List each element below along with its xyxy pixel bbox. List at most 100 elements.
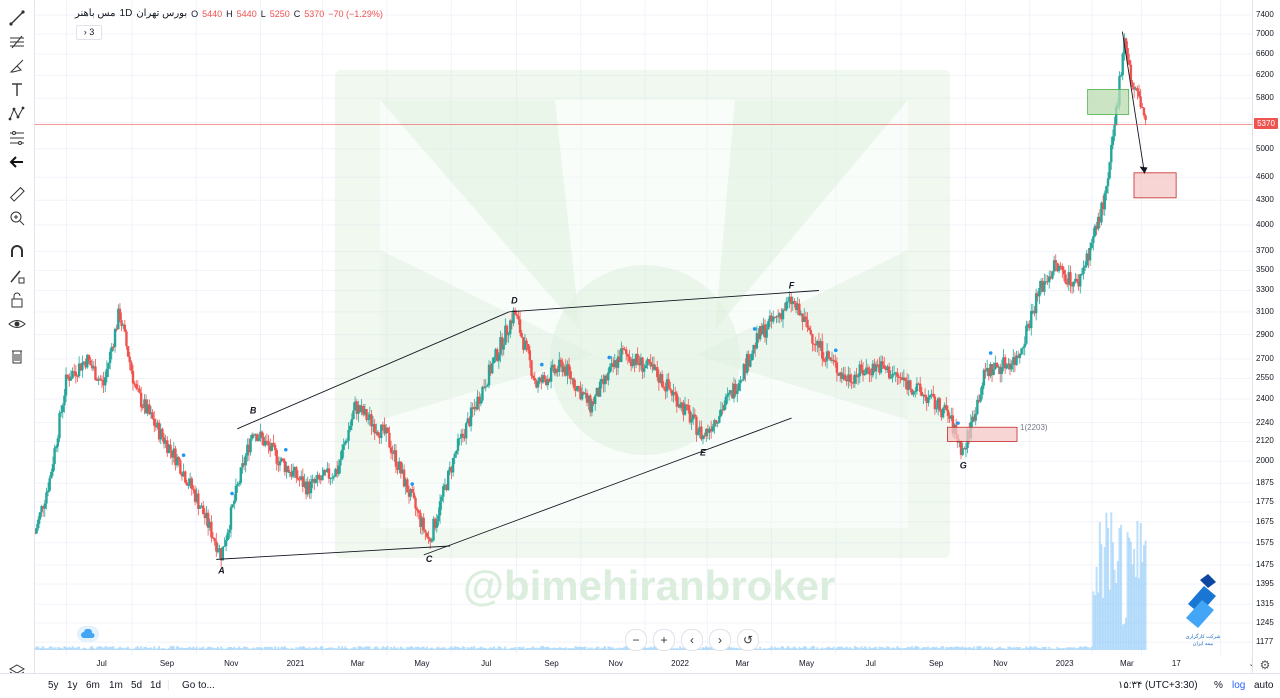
volume-bar bbox=[612, 647, 615, 650]
time-axis[interactable]: Jul Sep Nov 2021 Mar May Jul Sep Nov 2022 Mar May Ju… bbox=[70, 655, 1280, 673]
range-5d[interactable]: 5d bbox=[131, 680, 143, 691]
candle bbox=[1030, 303, 1033, 336]
trend-line-icon[interactable] bbox=[5, 6, 29, 30]
range-1m[interactable]: 1m bbox=[109, 680, 123, 691]
candle bbox=[791, 296, 795, 311]
auto-toggle[interactable]: auto bbox=[1254, 680, 1274, 691]
volume-bar bbox=[1017, 647, 1020, 650]
zoom-in-button[interactable]: + bbox=[653, 629, 675, 651]
scroll-back-button[interactable]: ‹ bbox=[681, 629, 703, 651]
candle-body bbox=[455, 450, 458, 454]
range-6m[interactable]: 6m bbox=[86, 680, 100, 691]
volume-bar bbox=[517, 646, 520, 650]
candle-body bbox=[961, 448, 964, 455]
candle bbox=[94, 358, 97, 381]
signal-dot bbox=[181, 453, 186, 458]
candle bbox=[977, 393, 981, 404]
volume-bar bbox=[816, 647, 819, 650]
reset-chart-button[interactable]: ↺ bbox=[737, 629, 759, 651]
volume-bar bbox=[429, 648, 432, 650]
time-tick-label: May bbox=[798, 659, 815, 668]
candle-body bbox=[987, 368, 990, 377]
candle bbox=[642, 363, 646, 378]
candle-body bbox=[136, 388, 140, 390]
candle-body bbox=[620, 348, 623, 362]
candle bbox=[618, 349, 621, 363]
trash-icon[interactable] bbox=[5, 344, 29, 368]
candle-body bbox=[340, 449, 344, 460]
candle-body bbox=[437, 515, 440, 522]
log-toggle[interactable]: log bbox=[1232, 680, 1246, 691]
candle bbox=[523, 333, 527, 351]
range-1d[interactable]: 1d bbox=[150, 680, 162, 691]
volume-bar bbox=[233, 646, 236, 650]
arrow-left-icon[interactable] bbox=[5, 150, 29, 174]
chart-settings-icon[interactable]: ⚙ bbox=[1259, 658, 1271, 672]
candle-body bbox=[819, 341, 822, 348]
indicators-toggle[interactable]: › 3 bbox=[76, 25, 102, 40]
pattern-tool-icon[interactable] bbox=[5, 102, 29, 126]
candle-body bbox=[754, 345, 757, 349]
candle-body bbox=[151, 412, 154, 419]
candle-body bbox=[860, 364, 863, 371]
symbol-name[interactable]: مس باهنر bbox=[75, 8, 116, 19]
lock-drawing-icon[interactable] bbox=[5, 264, 29, 288]
volume-bar bbox=[942, 646, 945, 650]
percent-toggle[interactable]: % bbox=[1214, 680, 1223, 691]
volume-bar bbox=[873, 647, 876, 650]
candle bbox=[843, 366, 847, 381]
candle bbox=[398, 457, 401, 474]
volume-bar bbox=[795, 647, 798, 650]
volume-bar bbox=[190, 648, 193, 650]
candle bbox=[899, 372, 902, 384]
range-1y[interactable]: 1y bbox=[67, 680, 78, 691]
candle-body bbox=[838, 372, 842, 376]
volume-bar bbox=[610, 647, 613, 650]
candle-body bbox=[1013, 357, 1017, 366]
fib-tool-icon[interactable] bbox=[5, 30, 29, 54]
candle bbox=[950, 407, 953, 422]
zoom-out-button[interactable]: − bbox=[625, 629, 647, 651]
ruler-icon[interactable] bbox=[5, 182, 29, 206]
magnet-icon[interactable] bbox=[5, 240, 29, 264]
candle-body bbox=[473, 406, 476, 410]
volume-bar bbox=[63, 646, 66, 650]
candle-body bbox=[914, 391, 917, 393]
interval[interactable]: 1D bbox=[119, 8, 133, 19]
candle-body bbox=[368, 414, 372, 419]
candle-body bbox=[353, 401, 357, 411]
volume-bar bbox=[677, 648, 680, 650]
candle bbox=[257, 434, 260, 442]
price-tick-label: 1675 bbox=[1256, 516, 1274, 526]
scroll-forward-button[interactable]: › bbox=[709, 629, 731, 651]
volume-bar bbox=[326, 648, 329, 650]
candle bbox=[187, 478, 190, 490]
range-5y[interactable]: 5y bbox=[48, 680, 59, 691]
candle-body bbox=[674, 392, 677, 394]
candle-body bbox=[64, 374, 68, 396]
trend-line bbox=[216, 545, 451, 560]
lock-icon[interactable] bbox=[5, 288, 29, 312]
volume-bar bbox=[174, 648, 177, 650]
cloud-icon[interactable] bbox=[77, 626, 99, 642]
candle-body bbox=[551, 364, 554, 368]
volume-bar bbox=[246, 647, 249, 650]
zoom-in-icon[interactable] bbox=[5, 206, 29, 230]
goto-button[interactable]: Go to... bbox=[182, 680, 215, 691]
text-tool-icon[interactable] bbox=[5, 78, 29, 102]
volume-bar bbox=[884, 647, 887, 650]
clock[interactable]: ۱۵:۳۴ (UTC+3:30) bbox=[1118, 680, 1198, 691]
forecast-tool-icon[interactable] bbox=[5, 126, 29, 150]
candle bbox=[239, 467, 242, 486]
price-axis[interactable]: 7400700066006200580054005000460043004000… bbox=[1252, 0, 1280, 673]
brush-icon[interactable] bbox=[5, 54, 29, 78]
candle-body bbox=[600, 379, 603, 382]
candle bbox=[72, 363, 76, 377]
volume-bar bbox=[778, 648, 781, 650]
candle bbox=[210, 515, 213, 543]
eye-icon[interactable] bbox=[5, 312, 29, 336]
candle bbox=[495, 347, 499, 363]
candle bbox=[133, 381, 136, 388]
volume-bar bbox=[829, 647, 832, 650]
